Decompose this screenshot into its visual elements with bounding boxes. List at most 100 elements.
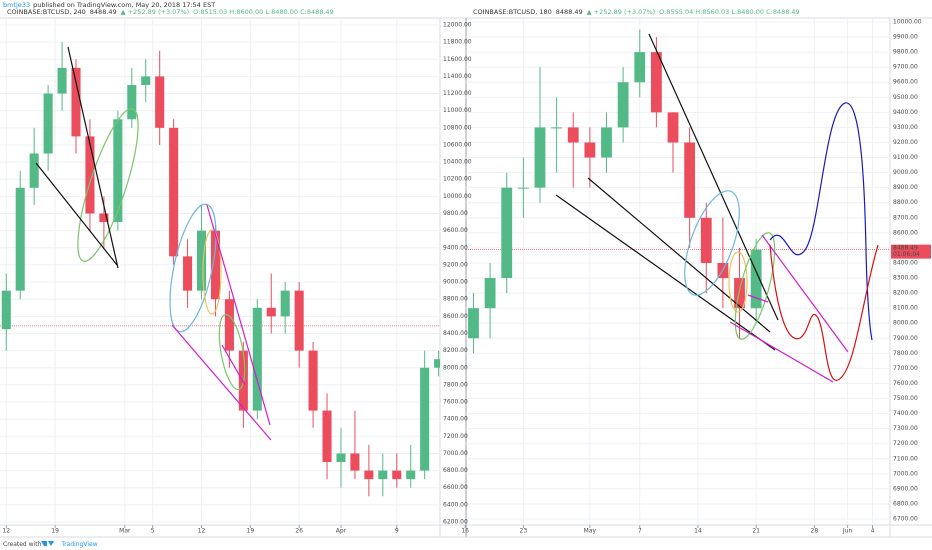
candle-body	[85, 136, 95, 214]
y-tick-label: 12000.00	[443, 22, 472, 29]
y-tick-label: 8600.00	[893, 229, 918, 236]
countdown-label: 01:06:04	[893, 251, 920, 258]
candle-body	[252, 307, 262, 411]
y-tick-label: 7800.00	[893, 350, 918, 357]
candle-body	[634, 52, 646, 83]
x-tick-label: 28	[811, 528, 819, 535]
candle-body	[750, 249, 762, 309]
candle-body	[617, 82, 629, 128]
header-symbol: COINBASE:BTCUSD, 180	[473, 8, 552, 16]
ellipse	[77, 108, 139, 262]
candle-body	[196, 230, 207, 291]
y-tick-label: 7200.00	[443, 433, 468, 440]
y-tick-label: 6800.00	[443, 467, 468, 474]
candle-body	[734, 278, 745, 309]
trend-line	[35, 162, 118, 266]
candle-body	[57, 67, 67, 94]
candle-body	[29, 153, 39, 188]
author[interactable]: bmtje33	[3, 1, 30, 9]
footer-created: Created with	[3, 541, 42, 548]
candle-body	[169, 127, 179, 257]
y-tick-label: 7700.00	[893, 365, 918, 372]
chart-right	[466, 18, 890, 525]
candle-body	[700, 217, 712, 263]
candle-body	[534, 127, 546, 188]
axes: 12000.00 11800.00 11600.00 11400.00 11200.00…	[2, 8, 931, 535]
candle-body	[336, 453, 346, 463]
trend-line	[648, 33, 779, 321]
ellipse	[169, 203, 217, 333]
y-tick-label: 7600.00	[893, 380, 918, 387]
candle-body	[224, 299, 234, 351]
header-symbol: COINBASE:BTCUSD, 240	[7, 8, 86, 16]
channel-line	[761, 234, 849, 353]
x-tick-label: Mar	[119, 528, 131, 535]
y-tick-label: 9100.00	[893, 154, 918, 161]
x-tick-label: 19	[51, 528, 59, 535]
candle-body	[1, 290, 11, 330]
candle-body	[350, 453, 360, 471]
candle-body	[183, 256, 193, 291]
y-tick-label: 10600.00	[443, 141, 472, 148]
y-tick-label: 6900.00	[893, 485, 918, 492]
candle-body	[484, 278, 496, 309]
y-tick-label: 7600.00	[443, 399, 468, 406]
footer-brand[interactable]: TradingView	[60, 541, 97, 548]
x-tick-label: 21	[752, 528, 760, 535]
y-tick-label: 9800.00	[893, 49, 918, 56]
y-tick-label: 11200.00	[443, 90, 472, 97]
y-tick-label: 7000.00	[893, 470, 918, 477]
y-tick-label: 6700.00	[893, 516, 918, 523]
candle-body	[266, 307, 276, 317]
channel-line	[747, 294, 769, 303]
x-tick-label: 23	[520, 528, 528, 535]
candle-body	[406, 470, 416, 480]
y-tick-label: 9400.00	[893, 109, 918, 116]
chart-header: COINBASE:BTCUSD, 180 8488.49 ▲ +252.89 (+3…	[473, 8, 800, 16]
x-tick-label: 16	[461, 528, 469, 535]
x-tick-label: 4	[871, 528, 875, 535]
y-tick-label: 8700.00	[893, 214, 918, 221]
candle-body	[420, 367, 430, 471]
y-tick-label: 7200.00	[893, 440, 918, 447]
annotations-left	[35, 46, 272, 441]
candle-body	[650, 52, 662, 113]
trend-line	[67, 46, 119, 269]
chart-left	[0, 18, 440, 525]
candle-body	[99, 213, 109, 223]
y-tick-label: 8200.00	[893, 290, 918, 297]
x-tick-label: 14	[694, 528, 702, 535]
candle-body	[322, 410, 332, 463]
header-change: ▲ +252.89 (+3.07%)	[121, 8, 190, 16]
y-tick-label: 8600.00	[443, 313, 468, 320]
x-tick-label: 5	[151, 528, 155, 535]
x-tick-label: 9	[395, 528, 399, 535]
candle-body	[551, 127, 563, 129]
y-tick-label: 9000.00	[443, 279, 468, 286]
ellipse	[218, 313, 246, 391]
y-tick-label: 7400.00	[893, 410, 918, 417]
x-tick-label: Apr	[336, 528, 347, 535]
y-tick-label: 7300.00	[893, 425, 918, 432]
y-tick-label: 8000.00	[893, 320, 918, 327]
chart-header: COINBASE:BTCUSD, 240 8488.49 ▲ +252.89 (+3…	[7, 8, 334, 16]
logo	[41, 541, 54, 546]
y-tick-label: 6200.00	[443, 519, 468, 526]
candle-body	[280, 290, 290, 317]
y-tick-label: 10200.00	[443, 176, 472, 183]
published: published on TradingView.com, May 20, 20…	[33, 1, 215, 9]
candle-body	[210, 230, 220, 300]
y-tick-label: 6600.00	[443, 484, 468, 491]
x-tick-label: May	[584, 528, 597, 535]
y-tick-label: 10000.00	[443, 193, 472, 200]
header-change: ▲ +252.89 (+3.07%)	[587, 8, 656, 16]
candle-body	[392, 470, 402, 480]
ellipse	[202, 229, 222, 315]
y-tick-label: 9400.00	[443, 244, 468, 251]
x-tick-label: Jun	[842, 528, 853, 535]
channel-line	[729, 321, 834, 383]
channel-line	[221, 344, 246, 386]
annotations-right	[555, 33, 879, 383]
candle-body	[378, 470, 388, 480]
